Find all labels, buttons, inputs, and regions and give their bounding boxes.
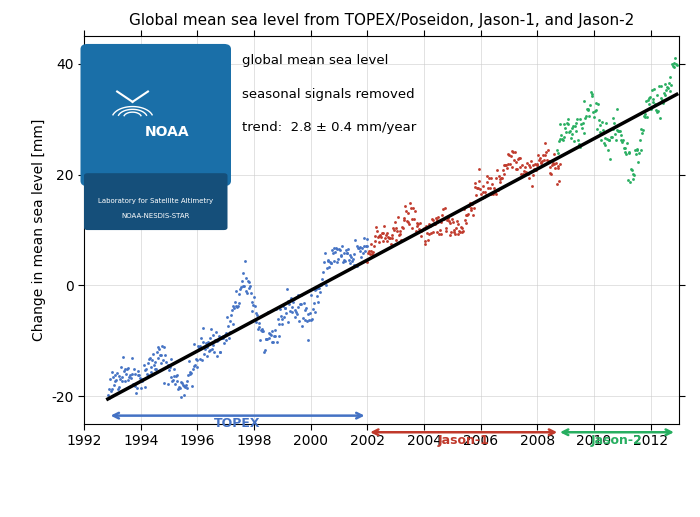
Text: TOPEX: TOPEX: [214, 417, 261, 430]
Text: global mean sea level: global mean sea level: [241, 54, 388, 67]
Y-axis label: Change in mean sea level [mm]: Change in mean sea level [mm]: [32, 119, 46, 341]
Text: NOAA: NOAA: [144, 125, 189, 139]
Text: seasonal signals removed: seasonal signals removed: [241, 88, 414, 101]
Text: Jason-1: Jason-1: [438, 434, 489, 447]
Text: trend:  2.8 ± 0.4 mm/year: trend: 2.8 ± 0.4 mm/year: [241, 121, 416, 134]
Text: NOAA-NESDIS-STAR: NOAA-NESDIS-STAR: [122, 213, 190, 219]
Text: Laboratory for Satellite Altimetry: Laboratory for Satellite Altimetry: [98, 197, 214, 204]
Title: Global mean sea level from TOPEX/Poseidon, Jason-1, and Jason-2: Global mean sea level from TOPEX/Poseido…: [129, 13, 634, 28]
Text: Jason-2: Jason-2: [591, 434, 643, 447]
